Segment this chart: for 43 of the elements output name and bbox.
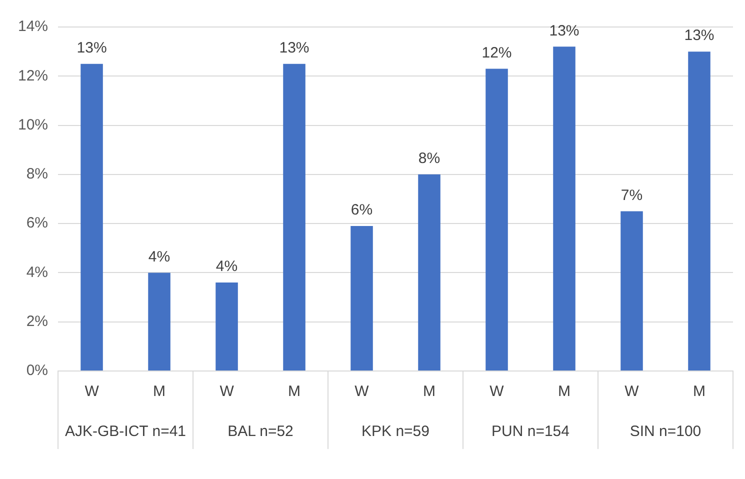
y-tick-label: 10% [18, 116, 48, 134]
bar [553, 46, 576, 370]
data-label: 6% [350, 202, 373, 219]
data-label: 13% [76, 40, 107, 56]
bar [350, 226, 373, 370]
bar [283, 64, 306, 370]
x-tick-label: M [423, 383, 436, 400]
bar [688, 52, 710, 370]
y-tick-label: 14% [18, 18, 48, 36]
data-label: 4% [148, 248, 170, 266]
text: PUN n=154 [492, 423, 570, 440]
bar [486, 68, 508, 370]
x-tick-label: W [490, 383, 505, 400]
x-tick-label: M [693, 383, 706, 400]
y-tick-label: 2% [26, 313, 48, 330]
x-tick-label: W [624, 383, 640, 400]
bar [80, 64, 103, 370]
text: AJK-GB-ICT n=41 [65, 423, 186, 440]
bar [418, 174, 440, 370]
data-label: 7% [620, 186, 643, 204]
text: BAL n=52 [228, 423, 294, 440]
data-label: 8% [418, 150, 440, 168]
data-label: 13% [279, 40, 310, 56]
y-tick-label: 8% [26, 166, 48, 183]
data-label: 13% [549, 22, 580, 40]
bar [148, 272, 170, 370]
y-tick-label: 0% [26, 362, 48, 380]
text: SIN n=100 [630, 423, 702, 440]
x-tick-label: W [84, 383, 100, 400]
x-tick-label: W [354, 383, 370, 400]
bar [216, 282, 238, 370]
y-tick-label: 4% [26, 264, 48, 281]
x-tick-label: W [220, 383, 235, 400]
data-label: 4% [216, 258, 238, 276]
data-label: 13% [684, 27, 714, 44]
y-tick-label: 12% [18, 67, 48, 84]
data-label: 12% [482, 44, 512, 62]
x-tick-label: M [153, 383, 166, 400]
text: KPK n=59 [362, 423, 430, 440]
bar [620, 211, 643, 370]
y-tick-label: 6% [26, 214, 48, 232]
x-tick-label: M [288, 383, 301, 400]
x-tick-label: M [558, 383, 571, 400]
